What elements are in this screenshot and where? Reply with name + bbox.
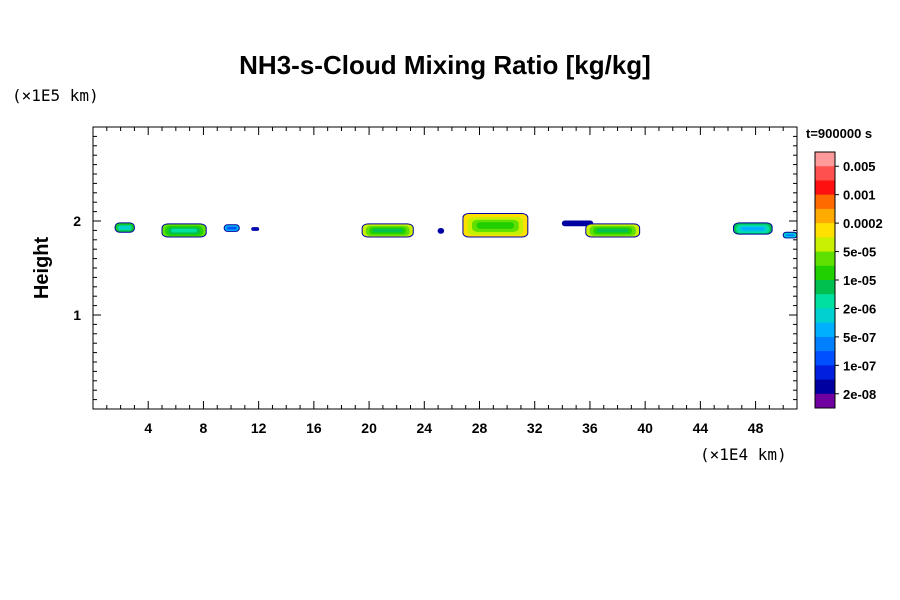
cloud-layer xyxy=(476,222,515,229)
legend-swatch xyxy=(815,180,835,196)
plot-frame xyxy=(92,126,798,410)
cloud-layer xyxy=(438,229,444,233)
cloud-cell xyxy=(462,212,529,238)
legend-label: 5e-05 xyxy=(843,245,876,260)
x-tick-label: 8 xyxy=(200,420,208,436)
cloud-field xyxy=(114,212,798,239)
cloud-layer xyxy=(597,228,629,233)
legend-label: 5e-07 xyxy=(843,330,876,345)
legend-label: 1e-05 xyxy=(843,273,876,288)
legend-swatch xyxy=(815,152,835,167)
cloud-cell xyxy=(114,222,135,233)
legend-swatch xyxy=(815,208,835,224)
cloud-layer xyxy=(786,234,795,236)
cloud-layer xyxy=(171,228,197,233)
cloud-cell xyxy=(585,223,641,238)
time-label: t=900000 s xyxy=(806,126,872,141)
cloud-cell xyxy=(161,223,207,238)
color-legend: 0.005 0.001 0.0002 5e-05 1e-05 2e-06 5e-07 1e-0… xyxy=(814,151,883,409)
legend-swatch xyxy=(815,336,835,352)
cloud-cell xyxy=(733,222,773,235)
legend-swatch xyxy=(815,379,835,395)
legend-swatch xyxy=(815,237,835,253)
legend-swatch xyxy=(815,280,835,295)
y-unit-label: (×1E5 km) xyxy=(12,86,99,105)
legend-swatch xyxy=(815,322,835,338)
y-tick-label: 2 xyxy=(73,213,81,229)
legend-swatch xyxy=(815,351,835,366)
x-unit-label: (×1E4 km) xyxy=(700,445,787,464)
legend-swatch xyxy=(815,194,835,210)
x-tick-label: 20 xyxy=(361,420,377,436)
cloud-layer xyxy=(372,228,403,233)
legend-label: 2e-06 xyxy=(843,301,876,316)
legend-label: 0.005 xyxy=(843,159,876,174)
chart-title: NH3-s-Cloud Mixing Ratio [kg/kg] xyxy=(239,50,651,80)
legend-swatch xyxy=(815,265,835,281)
x-tick-label: 4 xyxy=(144,420,152,436)
legend-label: 0.0002 xyxy=(843,216,883,231)
cloud-cell xyxy=(251,227,260,231)
x-tick-label: 16 xyxy=(306,420,322,436)
x-tick-label: 48 xyxy=(748,420,764,436)
x-tick-label: 24 xyxy=(417,420,433,436)
y-axis: 12 xyxy=(73,135,797,401)
legend-swatch xyxy=(815,365,835,381)
x-tick-label: 12 xyxy=(251,420,267,436)
legend-swatch xyxy=(815,294,835,309)
cloud-cell xyxy=(223,224,240,232)
y-axis-label: Height xyxy=(31,237,53,300)
y-tick-label: 1 xyxy=(73,307,81,323)
legend-swatch xyxy=(815,166,835,181)
x-axis: 4 8 12 16 20 24 28 32 36 40 44 48 xyxy=(106,127,784,436)
cloud-cell xyxy=(437,228,445,234)
legend-label: 1e-07 xyxy=(843,358,876,373)
x-tick-label: 32 xyxy=(527,420,543,436)
x-tick-label: 36 xyxy=(582,420,598,436)
legend-label: 2e-08 xyxy=(843,387,876,402)
cloud-layer xyxy=(252,228,258,230)
cloud-cell xyxy=(361,223,414,238)
cloud-layer xyxy=(227,227,237,230)
x-tick-label: 44 xyxy=(693,420,709,436)
legend-swatch xyxy=(815,393,835,409)
cloud-layer xyxy=(119,226,131,230)
cloud-layer xyxy=(741,227,765,231)
legend-swatch xyxy=(815,251,835,267)
legend-swatch xyxy=(815,308,835,324)
legend-label: 0.001 xyxy=(843,188,876,203)
legend-swatch xyxy=(815,223,835,238)
cloud-cell xyxy=(782,231,798,239)
x-tick-label: 40 xyxy=(637,420,653,436)
x-tick-label: 28 xyxy=(472,420,488,436)
